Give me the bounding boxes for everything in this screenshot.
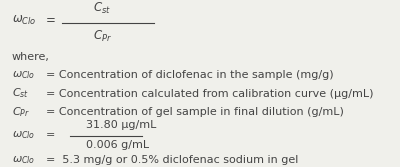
Text: =: = bbox=[46, 130, 55, 140]
Text: $C_{Pr}$: $C_{Pr}$ bbox=[92, 29, 112, 44]
Text: where,: where, bbox=[12, 52, 50, 62]
Text: $\omega_{Clo}$: $\omega_{Clo}$ bbox=[12, 69, 35, 81]
Text: $\omega_{Clo}$: $\omega_{Clo}$ bbox=[12, 14, 36, 27]
Text: =  5.3 mg/g or 0.5% diclofenac sodium in gel: = 5.3 mg/g or 0.5% diclofenac sodium in … bbox=[46, 155, 298, 165]
Text: 0.006 g/mL: 0.006 g/mL bbox=[86, 140, 149, 150]
Text: 31.80 μg/mL: 31.80 μg/mL bbox=[86, 120, 156, 130]
Text: $C_{st}$: $C_{st}$ bbox=[12, 87, 29, 100]
Text: $\omega_{Clo}$: $\omega_{Clo}$ bbox=[12, 154, 35, 166]
Text: $C_{st}$: $C_{st}$ bbox=[93, 1, 111, 16]
Text: =: = bbox=[46, 14, 56, 27]
Text: = Concentration of gel sample in final dilution (g/mL): = Concentration of gel sample in final d… bbox=[46, 107, 344, 117]
Text: $\omega_{Clo}$: $\omega_{Clo}$ bbox=[12, 129, 35, 141]
Text: = Concentration of diclofenac in the sample (mg/g): = Concentration of diclofenac in the sam… bbox=[46, 70, 334, 80]
Text: $C_{Pr}$: $C_{Pr}$ bbox=[12, 105, 30, 119]
Text: = Concentration calculated from calibration curve (μg/mL): = Concentration calculated from calibrat… bbox=[46, 89, 374, 99]
